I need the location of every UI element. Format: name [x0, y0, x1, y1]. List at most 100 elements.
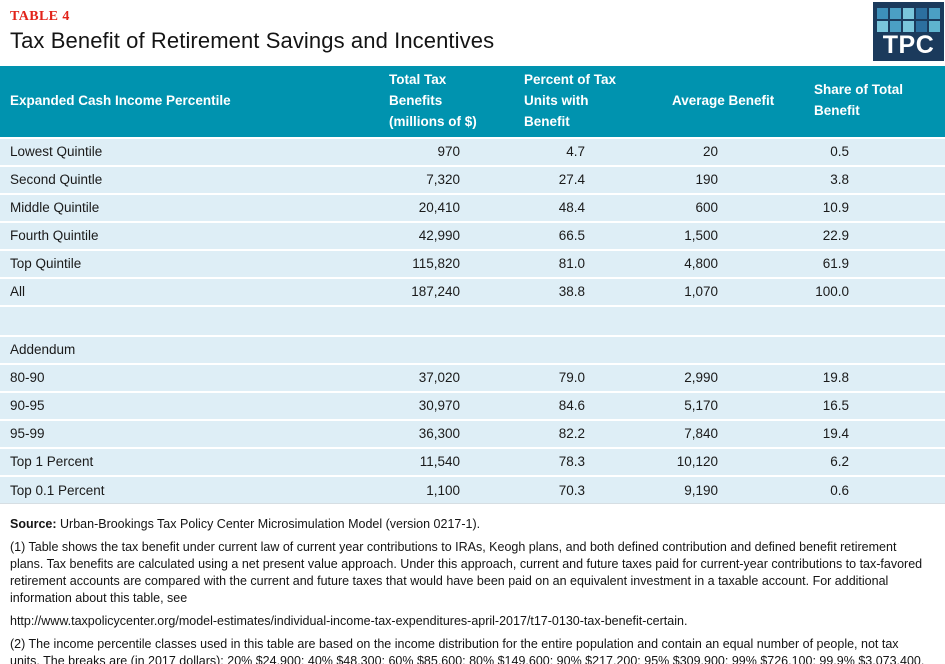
cell-value — [375, 334, 510, 364]
cell-value: 27.4 — [510, 164, 650, 194]
source-text: Urban-Brookings Tax Policy Center Micros… — [56, 517, 481, 532]
cell-value: 38.8 — [510, 276, 650, 306]
page-title: Tax Benefit of Retirement Savings and In… — [10, 28, 495, 53]
row-label: Middle Quintile — [0, 192, 375, 222]
logo-tile — [916, 21, 927, 32]
row-label: 80-90 — [0, 362, 375, 392]
cell-value: 9,190 — [650, 474, 800, 504]
cell-value — [800, 334, 945, 364]
cell-value: 10.9 — [800, 192, 945, 222]
cell-value: 187,240 — [375, 276, 510, 306]
section-row: Addendum — [0, 334, 945, 364]
cell-value: 22.9 — [800, 220, 945, 250]
row-label: Second Quintle — [0, 164, 375, 194]
cell-value — [510, 334, 650, 364]
table-number-label: TABLE 4 — [10, 9, 70, 24]
header-row: Expanded Cash Income Percentile Total Ta… — [0, 66, 945, 138]
table-row: 95-99 36,300 82.2 7,840 19.4 — [0, 418, 945, 448]
cell-value: 5,170 — [650, 390, 800, 420]
cell-value: 4.7 — [510, 136, 650, 166]
row-label: 95-99 — [0, 418, 375, 448]
cell-value: 190 — [650, 164, 800, 194]
cell-value: 42,990 — [375, 220, 510, 250]
cell-value: 100.0 — [800, 276, 945, 306]
row-label: Top Quintile — [0, 248, 375, 278]
cell-value — [800, 304, 945, 336]
table-body: Lowest Quintile 970 4.7 20 0.5 Second Quintle… — [0, 136, 945, 504]
cell-value — [375, 304, 510, 336]
cell-value: 7,320 — [375, 164, 510, 194]
cell-value: 66.5 — [510, 220, 650, 250]
cell-value: 81.0 — [510, 248, 650, 278]
table-row: Top 1 Percent 11,540 78.3 10,120 6.2 — [0, 446, 945, 476]
cell-value: 61.9 — [800, 248, 945, 278]
cell-value: 3.8 — [800, 164, 945, 194]
cell-value: 16.5 — [800, 390, 945, 420]
cell-value: 20 — [650, 136, 800, 166]
col-header-share-total-benefit: Share of Total Benefit — [800, 66, 945, 138]
cell-value: 79.0 — [510, 362, 650, 392]
row-label: Lowest Quintile — [0, 136, 375, 166]
row-label: Top 0.1 Percent — [0, 474, 375, 504]
cell-value: 70.3 — [510, 474, 650, 504]
logo-tile — [929, 8, 940, 19]
table-row: Second Quintle 7,320 27.4 190 3.8 — [0, 164, 945, 194]
cell-value: 11,540 — [375, 446, 510, 476]
logo-tile — [890, 8, 901, 19]
row-label: Top 1 Percent — [0, 446, 375, 476]
cell-value: 19.8 — [800, 362, 945, 392]
row-label — [0, 304, 375, 336]
logo-tile — [929, 21, 940, 32]
cell-value: 6.2 — [800, 446, 945, 476]
cell-value: 10,120 — [650, 446, 800, 476]
cell-value — [510, 304, 650, 336]
cell-value: 48.4 — [510, 192, 650, 222]
cell-value: 36,300 — [375, 418, 510, 448]
col-header-average-benefit: Average Benefit — [650, 66, 800, 138]
cell-value: 82.2 — [510, 418, 650, 448]
cell-value — [650, 304, 800, 336]
footnote-1: (1) Table shows the tax benefit under cu… — [10, 540, 923, 606]
table-row: Top 0.1 Percent 1,100 70.3 9,190 0.6 — [0, 474, 945, 504]
cell-value: 115,820 — [375, 248, 510, 278]
table-row: Lowest Quintile 970 4.7 20 0.5 — [0, 136, 945, 166]
table-row: 90-95 30,970 84.6 5,170 16.5 — [0, 390, 945, 420]
footnote-2: (2) The income percentile classes used i… — [10, 637, 925, 664]
cell-value: 37,020 — [375, 362, 510, 392]
logo-tile — [890, 21, 901, 32]
logo-tile — [877, 21, 888, 32]
logo-tile — [903, 8, 914, 19]
table-row: Fourth Quintile 42,990 66.5 1,500 22.9 — [0, 220, 945, 250]
row-label: 90-95 — [0, 390, 375, 420]
footnote-url: http://www.taxpolicycenter.org/model-est… — [10, 614, 688, 629]
cell-value: 30,970 — [375, 390, 510, 420]
source-note: Source: Urban-Brookings Tax Policy Cente… — [10, 516, 931, 533]
cell-value: 78.3 — [510, 446, 650, 476]
data-table: Expanded Cash Income Percentile Total Ta… — [0, 66, 945, 505]
logo-tile — [916, 8, 927, 19]
table-header: Expanded Cash Income Percentile Total Ta… — [0, 66, 945, 138]
cell-value: 19.4 — [800, 418, 945, 448]
logo-tile — [903, 21, 914, 32]
cell-value: 1,100 — [375, 474, 510, 504]
cell-value: 970 — [375, 136, 510, 166]
cell-value: 4,800 — [650, 248, 800, 278]
cell-value: 0.5 — [800, 136, 945, 166]
table-row: 80-90 37,020 79.0 2,990 19.8 — [0, 362, 945, 392]
table-row: Middle Quintile 20,410 48.4 600 10.9 — [0, 192, 945, 222]
col-header-total-tax-benefits: Total Tax Benefits (millions of $) — [375, 66, 510, 138]
header: TABLE 4 Tax Benefit of Retirement Saving… — [0, 0, 945, 66]
logo-tile-grid — [877, 8, 940, 32]
col-header-percent-tax-units: Percent of Tax Units with Benefit — [510, 66, 650, 138]
cell-value: 0.6 — [800, 474, 945, 504]
logo-tile — [877, 8, 888, 19]
cell-value: 2,990 — [650, 362, 800, 392]
row-label: Fourth Quintile — [0, 220, 375, 250]
cell-value: 7,840 — [650, 418, 800, 448]
cell-value: 600 — [650, 192, 800, 222]
cell-value: 20,410 — [375, 192, 510, 222]
cell-value: 1,070 — [650, 276, 800, 306]
col-header-income-percentile: Expanded Cash Income Percentile — [0, 66, 375, 138]
footnotes: Source: Urban-Brookings Tax Policy Cente… — [0, 504, 945, 664]
